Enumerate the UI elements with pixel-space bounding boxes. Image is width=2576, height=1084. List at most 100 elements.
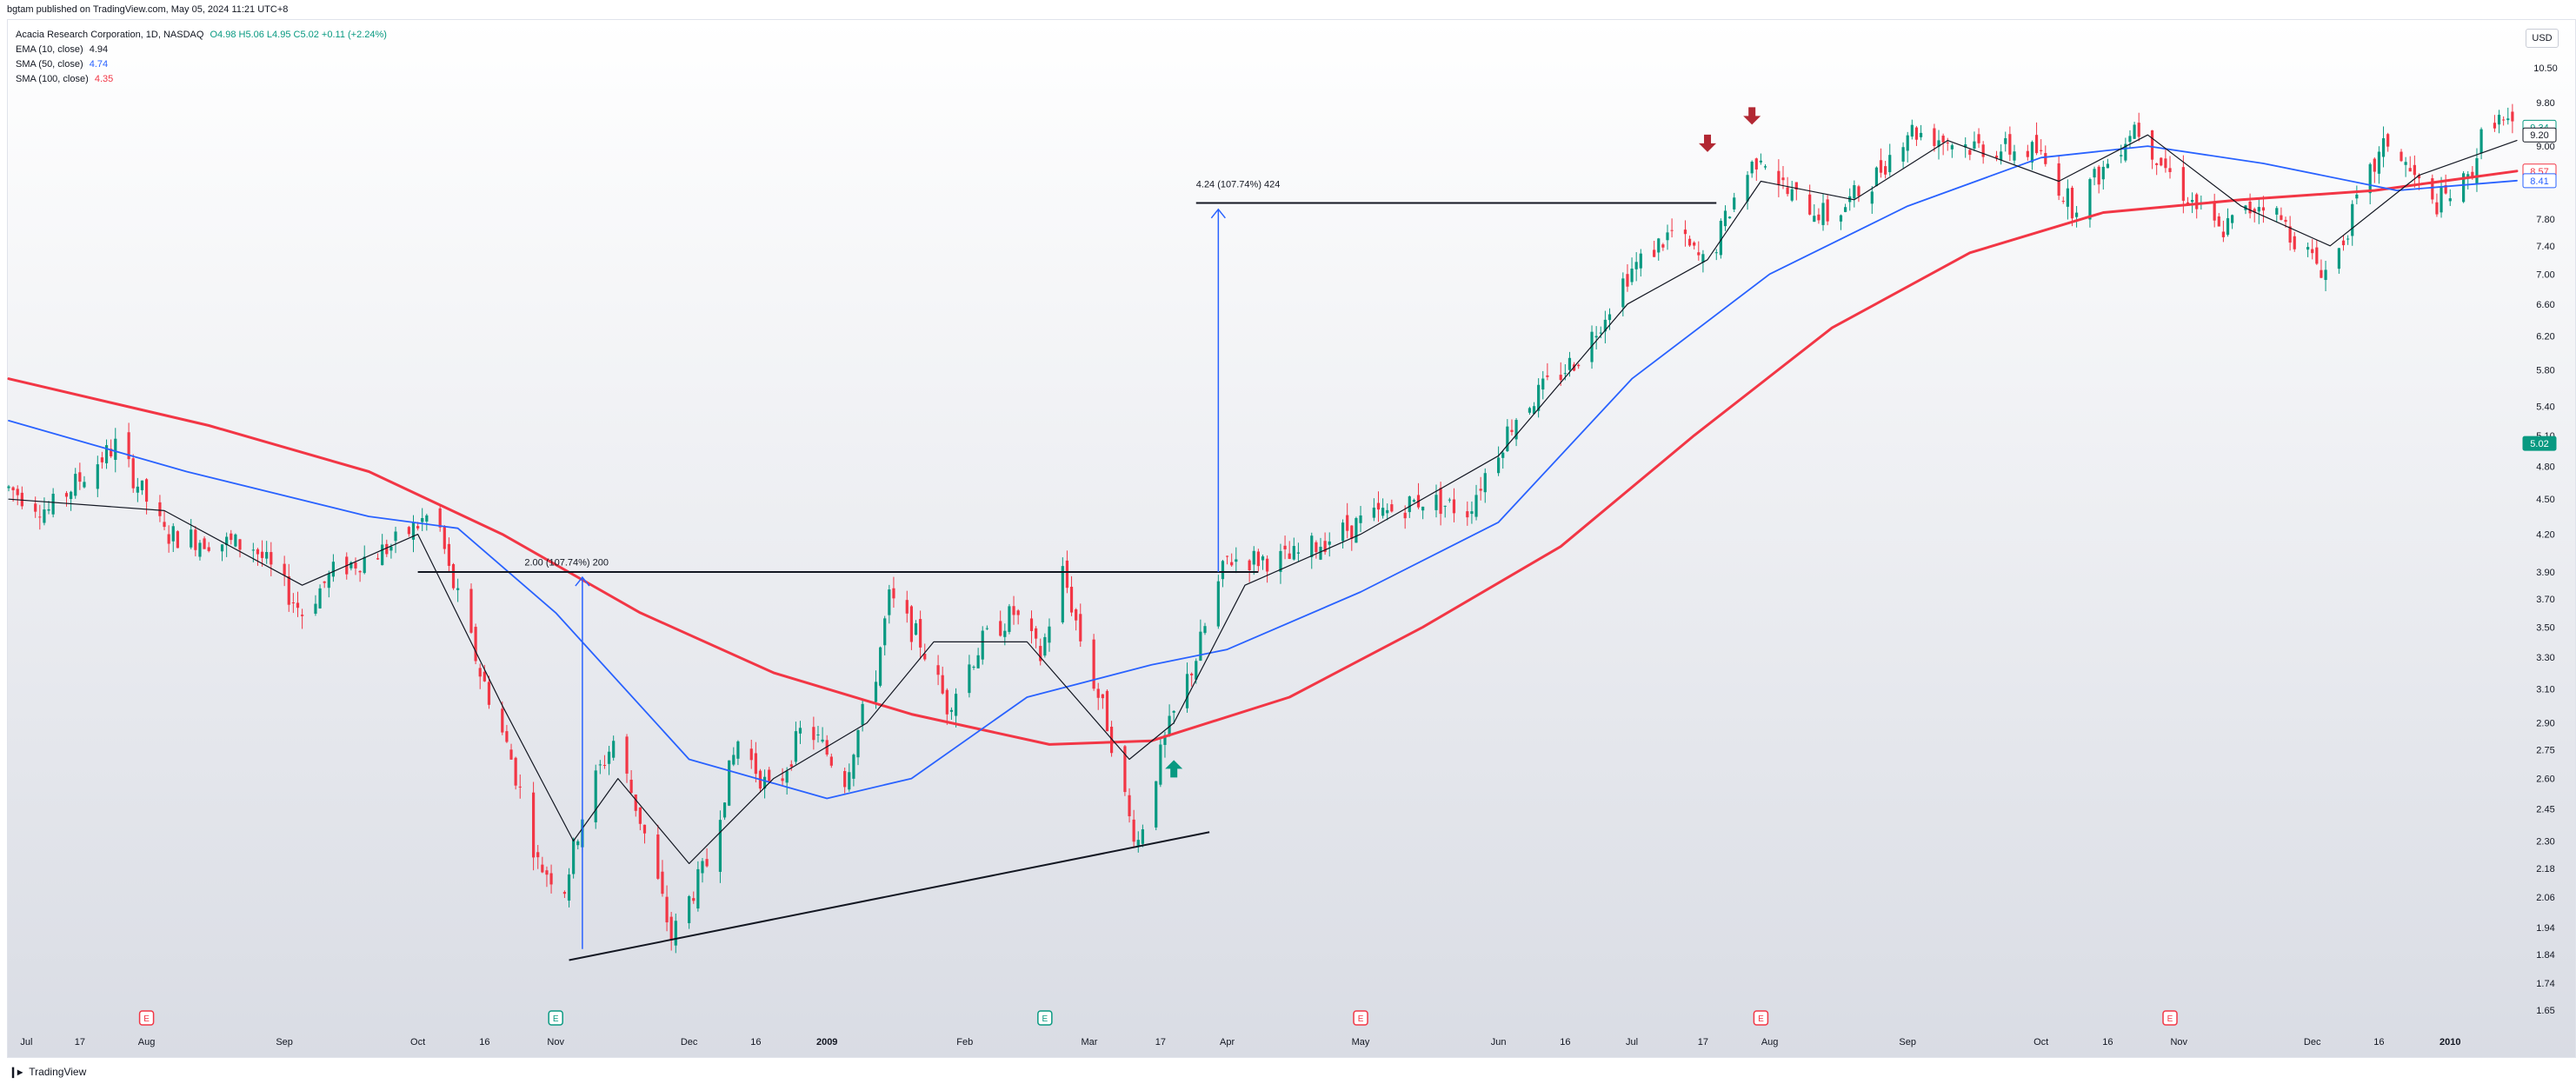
candle-body: [909, 606, 913, 642]
candle-body: [1603, 319, 1607, 332]
candle-body: [2217, 216, 2220, 227]
candle-body: [1754, 158, 1758, 170]
candle-body: [2408, 168, 2412, 172]
y-tick-label: 4.50: [2536, 495, 2554, 505]
sma50-line: [8, 145, 2518, 800]
candle-body: [1697, 252, 1701, 256]
candle-body: [1853, 184, 1856, 199]
x-tick-label: Apr: [1220, 1037, 1235, 1047]
legend-sma50-value: 4.74: [89, 59, 109, 70]
y-tick-label: 1.74: [2536, 979, 2554, 989]
legend-sma100-row[interactable]: SMA (100, close) 4.35: [16, 72, 390, 87]
candle-body: [314, 603, 317, 614]
y-tick-label: 2.06: [2536, 893, 2554, 903]
candle-body: [1510, 429, 1514, 432]
currency-badge[interactable]: USD: [2526, 29, 2559, 48]
candle-body: [2097, 166, 2100, 185]
candle-body: [1950, 145, 1954, 150]
candle-body: [789, 764, 793, 768]
candle-body: [1109, 727, 1114, 754]
candle-body: [110, 449, 113, 456]
candle-body: [1350, 525, 1354, 539]
candle-body: [1128, 795, 1131, 816]
candle-body: [1977, 134, 1980, 143]
candle-body: [785, 771, 789, 783]
candle-body: [936, 665, 940, 675]
candle-body: [416, 526, 420, 529]
sma100-line: [7, 170, 2519, 746]
candle-body: [1341, 522, 1345, 542]
candle-body: [848, 772, 851, 790]
y-tick-label: 9.80: [2536, 98, 2554, 109]
candle-body: [2377, 151, 2381, 174]
candle-body: [64, 493, 69, 497]
chart-area[interactable]: [7, 19, 2576, 1058]
candle-body: [331, 562, 336, 577]
candle-body: [2231, 215, 2234, 223]
candle-body: [1452, 499, 1456, 514]
x-tick-label: 17: [75, 1037, 85, 1047]
measure-arrow-head: [1210, 208, 1226, 219]
candle-body: [2034, 135, 2039, 154]
candle-body: [1541, 378, 1545, 390]
price-label-box: [2522, 436, 2557, 451]
legend-symbol-row: Acacia Research Corporation, 1D, NASDAQ …: [16, 28, 390, 43]
candle-body: [2164, 158, 2167, 169]
candle-body: [203, 538, 206, 549]
candle-body: [1390, 504, 1394, 512]
measure-label: 4.24 (107.74%) 424: [1196, 180, 1281, 190]
candle-body: [1687, 238, 1692, 246]
candle-body: [1514, 420, 1518, 440]
candle-body: [96, 464, 99, 489]
candle-body: [140, 480, 144, 490]
legend-ema-row[interactable]: EMA (10, close) 4.94: [16, 43, 390, 57]
candle-body: [1403, 512, 1407, 519]
candle-body: [2106, 163, 2109, 169]
candle-body: [1808, 194, 1812, 215]
x-tick-label: Mar: [1082, 1037, 1098, 1047]
candle-body: [661, 871, 664, 894]
candle-body: [1483, 473, 1487, 493]
candle-body: [2101, 166, 2105, 180]
candle-body: [2190, 200, 2194, 203]
candle-body: [954, 694, 958, 716]
candle-body: [852, 755, 855, 779]
candle-body: [1359, 515, 1362, 523]
x-tick-label: 16: [2373, 1037, 2384, 1047]
legend-sma50-label: SMA (50, close): [16, 59, 83, 70]
candle-body: [1252, 550, 1255, 565]
candle-body: [270, 552, 273, 565]
y-tick-label: 10.50: [2533, 63, 2558, 74]
candle-body: [1714, 252, 1718, 254]
candle-body: [1434, 495, 1438, 510]
x-tick-label: 16: [750, 1037, 761, 1047]
candle-body: [1448, 499, 1451, 501]
candle-body: [16, 489, 19, 495]
candle-body: [2008, 134, 2012, 155]
candle-body: [602, 765, 607, 767]
legend-symbol[interactable]: Acacia Research Corporation, 1D, NASDAQ: [16, 30, 204, 40]
candle-body: [572, 838, 576, 875]
footer-brand: TradingView: [29, 1066, 87, 1078]
candle-body: [883, 618, 887, 646]
measure-label: 2.00 (107.74%) 200: [524, 558, 609, 569]
candle-body: [1029, 618, 1034, 631]
earnings-marker-icon: [2162, 1010, 2178, 1026]
candle-body: [2493, 123, 2497, 129]
candle-body: [669, 916, 673, 941]
y-tick-label: 2.30: [2536, 836, 2554, 847]
y-tick-label: 4.80: [2536, 462, 2554, 472]
y-tick-label: 7.40: [2536, 242, 2554, 252]
candle-body: [1630, 269, 1634, 283]
legend-ema-label: EMA (10, close): [16, 44, 83, 55]
candle-body: [1719, 221, 1722, 256]
legend-sma50-row[interactable]: SMA (50, close) 4.74: [16, 57, 390, 72]
candle-body: [487, 682, 491, 705]
x-tick-label: Dec: [681, 1037, 698, 1047]
candle-body: [732, 755, 736, 765]
candle-body: [1884, 166, 1887, 175]
candle-body: [1759, 160, 1763, 163]
candle-body: [874, 682, 878, 702]
candle-body: [1634, 262, 1638, 269]
